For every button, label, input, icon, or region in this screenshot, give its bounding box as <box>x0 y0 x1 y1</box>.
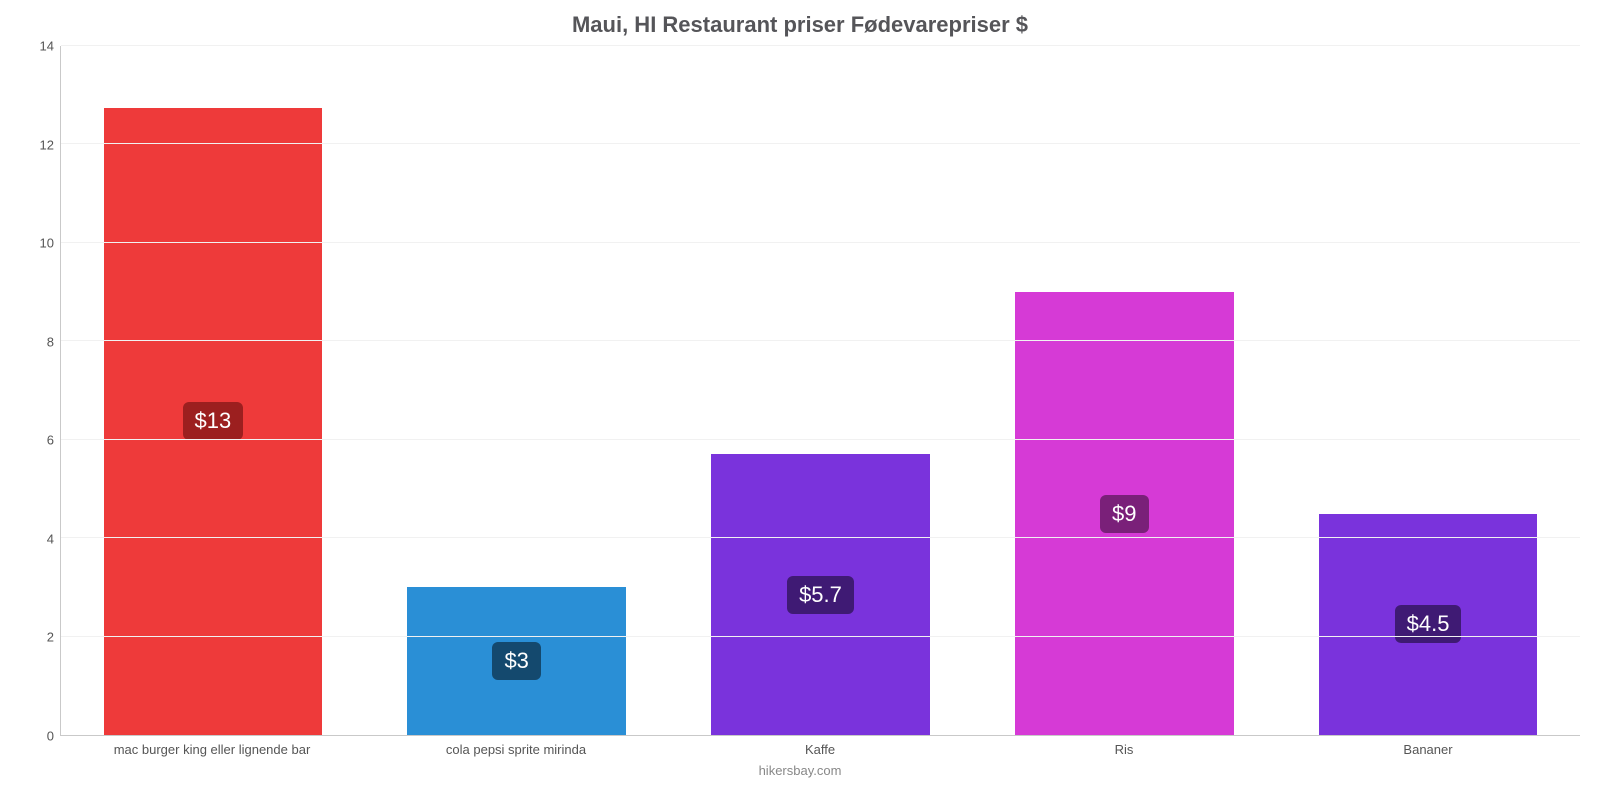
y-tick-label: 2 <box>47 630 54 645</box>
bar-slot: $5.7 <box>669 46 973 735</box>
grid-line <box>61 636 1580 637</box>
bars-row: $13 $3 $5.7 $9 $4.5 <box>61 46 1580 735</box>
plot: $13 $3 $5.7 $9 $4.5 <box>60 46 1580 736</box>
x-tick-label: mac burger king eller lignende bar <box>60 742 364 757</box>
bar: $3 <box>407 587 626 735</box>
grid-line <box>61 242 1580 243</box>
bar-value-badge: $4.5 <box>1395 605 1462 643</box>
bar: $9 <box>1015 292 1234 735</box>
bar-slot: $9 <box>972 46 1276 735</box>
bar: $13 <box>104 108 323 735</box>
chart-container: Maui, HI Restaurant priser Fødevareprise… <box>0 0 1600 800</box>
bar-value-badge: $5.7 <box>787 576 854 614</box>
grid-line <box>61 537 1580 538</box>
y-tick-label: 0 <box>47 729 54 744</box>
grid-line <box>61 340 1580 341</box>
y-axis: 02468101214 <box>20 46 60 736</box>
grid-line <box>61 45 1580 46</box>
y-tick-label: 8 <box>47 334 54 349</box>
x-tick-label: cola pepsi sprite mirinda <box>364 742 668 757</box>
y-tick-label: 6 <box>47 433 54 448</box>
bar-value-badge: $9 <box>1100 495 1148 533</box>
x-tick-label: Bananer <box>1276 742 1580 757</box>
credit-text: hikersbay.com <box>20 763 1580 778</box>
bar-value-badge: $3 <box>492 642 540 680</box>
bar-value-badge: $13 <box>183 402 244 440</box>
x-tick-label: Ris <box>972 742 1276 757</box>
y-tick-label: 12 <box>40 137 54 152</box>
y-tick-label: 4 <box>47 531 54 546</box>
plot-area: 02468101214 $13$3$5.7$9$4.5 <box>20 46 1580 736</box>
y-tick-label: 10 <box>40 236 54 251</box>
x-axis-labels: mac burger king eller lignende barcola p… <box>60 742 1580 757</box>
y-tick-label: 14 <box>40 39 54 54</box>
grid-line <box>61 143 1580 144</box>
bar: $4.5 <box>1319 514 1538 735</box>
bar-slot: $13 <box>61 46 365 735</box>
bar-slot: $4.5 <box>1276 46 1580 735</box>
bar-slot: $3 <box>365 46 669 735</box>
grid-line <box>61 439 1580 440</box>
chart-title: Maui, HI Restaurant priser Fødevareprise… <box>20 12 1580 38</box>
x-tick-label: Kaffe <box>668 742 972 757</box>
bar: $5.7 <box>711 454 930 735</box>
